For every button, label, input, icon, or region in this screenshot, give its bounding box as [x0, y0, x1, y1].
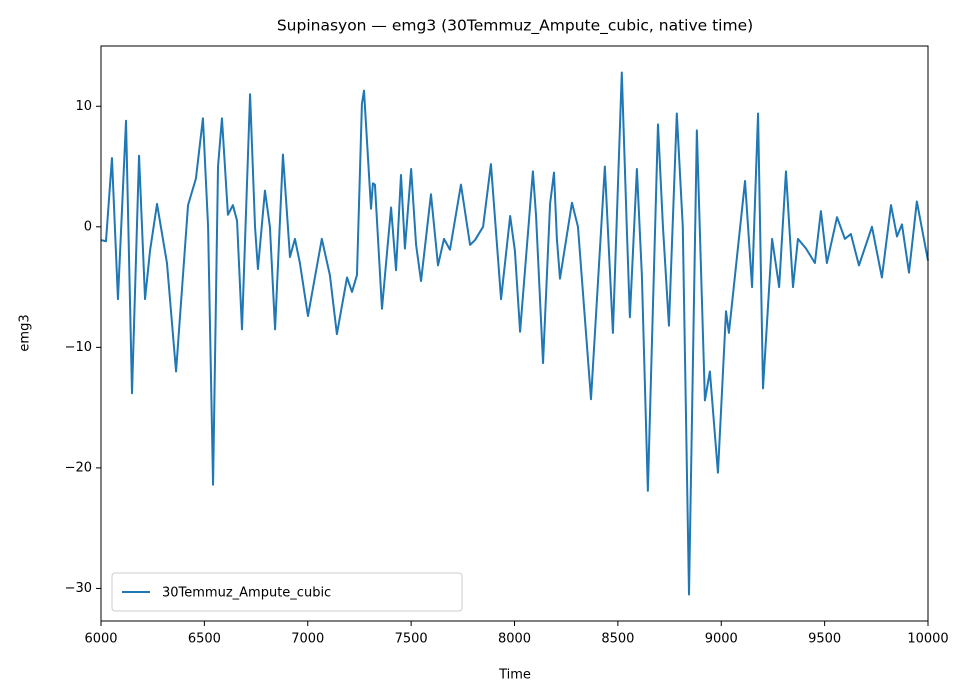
- x-tick-label: 7000: [291, 632, 324, 647]
- x-tick-label: 7500: [395, 632, 428, 647]
- legend-box: [111, 572, 463, 612]
- x-tick-label: 8500: [601, 632, 634, 647]
- y-tick-label: 10: [75, 99, 92, 114]
- x-tick-label: 9500: [808, 632, 841, 647]
- y-tick-label: −10: [65, 340, 92, 355]
- x-tick-label: 8000: [498, 632, 531, 647]
- x-tick-label: 6000: [84, 632, 117, 647]
- y-tick-label: −30: [65, 581, 92, 596]
- x-tick-label: 9000: [705, 632, 738, 647]
- plot-frame: [100, 45, 929, 622]
- x-tick-label: 6500: [188, 632, 221, 647]
- x-axis-label: Time: [498, 668, 531, 683]
- chart-title: Supinasyon — emg3 (30Temmuz_Ampute_cubic…: [277, 17, 753, 36]
- y-axis-label: emg3: [18, 314, 33, 351]
- legend-label: 30Temmuz_Ampute_cubic: [162, 586, 331, 601]
- x-tick-label: 10000: [907, 632, 948, 647]
- y-tick-label: −20: [65, 460, 92, 475]
- y-tick-label: 0: [84, 219, 92, 234]
- data-line: [100, 71, 929, 596]
